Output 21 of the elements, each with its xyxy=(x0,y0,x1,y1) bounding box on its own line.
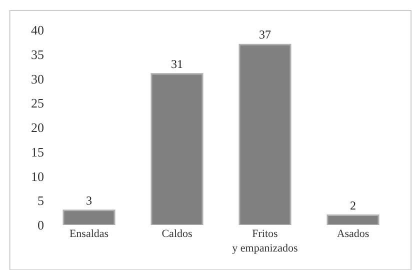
y-tick-label: 40 xyxy=(31,22,44,38)
bar xyxy=(62,210,116,225)
data-label: 2 xyxy=(350,198,356,212)
bar xyxy=(150,73,204,225)
x-tick-label: Ensaldas xyxy=(69,228,109,240)
y-tick-label: 20 xyxy=(31,120,44,136)
y-tick-label: 10 xyxy=(31,168,44,184)
x-tick-label: Fritos y empanizados xyxy=(232,228,298,254)
y-tick-label: 0 xyxy=(38,218,44,233)
y-tick-label: 25 xyxy=(31,96,44,111)
y-tick-label: 15 xyxy=(31,144,44,160)
data-label: 37 xyxy=(259,28,271,42)
x-tick-label: Asados xyxy=(336,228,370,240)
bar xyxy=(326,214,380,225)
y-tick-label: 30 xyxy=(31,71,44,86)
data-label: 3 xyxy=(86,193,92,208)
bar xyxy=(238,44,292,225)
y-tick-label: 5 xyxy=(38,193,44,208)
y-tick-label: 35 xyxy=(31,46,44,62)
x-tick-label: Caldos xyxy=(162,228,192,240)
data-label: 31 xyxy=(171,56,183,71)
